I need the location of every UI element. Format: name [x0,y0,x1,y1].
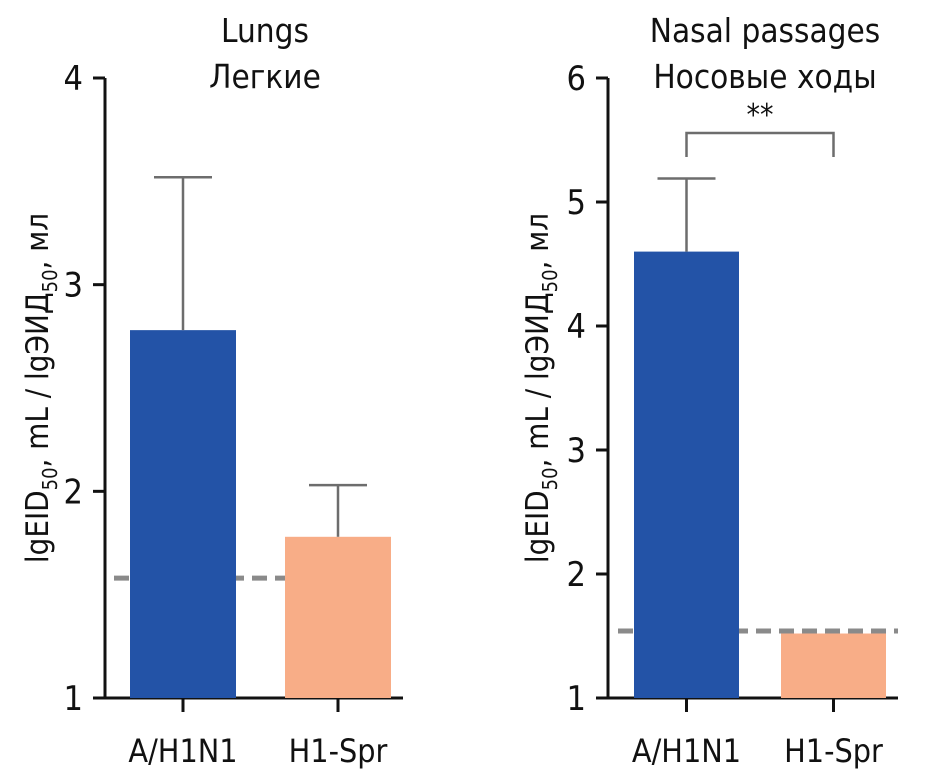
chart-panel-nasal: Nasal passages Носовые ходы lgEID50, mL … [520,11,898,770]
y-tick-label: 4 [64,59,83,99]
y-tick-label: 3 [567,431,586,471]
chart-panel-lungs: Lungs Легкие lgEID50, mL / lgЭИД50, мл 1… [20,11,403,770]
bar-h1-spr [285,536,391,698]
y-tick-label: 4 [567,307,586,347]
significance-bracket [685,131,835,157]
bar-a-h1n1 [634,251,739,698]
x-tick-label: H1-Spr [289,732,388,770]
y-tick-label: 3 [64,266,83,306]
bar-h1-spr [781,633,886,698]
y-tick-label: 5 [567,183,586,223]
chart-subtitle: Легкие [209,57,321,96]
significance-label: ** [747,98,774,133]
y-tick-label: 1 [64,679,83,719]
x-tick-label: H1-Spr [784,732,883,770]
y-tick-label: 6 [567,59,586,99]
y-tick-label: 2 [64,472,83,512]
y-axis-label: lgEID50, mL / lgЭИД50, мл [20,213,62,563]
x-tick-label: A/H1N1 [632,732,741,770]
chart-title: Nasal passages [650,11,881,50]
y-tick-label: 1 [567,679,586,719]
chart-subtitle: Носовые ходы [653,57,876,96]
x-tick-label: A/H1N1 [128,732,237,770]
y-axis-label: lgEID50, mL / lgЭИД50, мл [520,213,562,563]
chart-title: Lungs [221,11,309,50]
y-tick-label: 2 [567,555,586,595]
bar-a-h1n1 [130,330,236,698]
